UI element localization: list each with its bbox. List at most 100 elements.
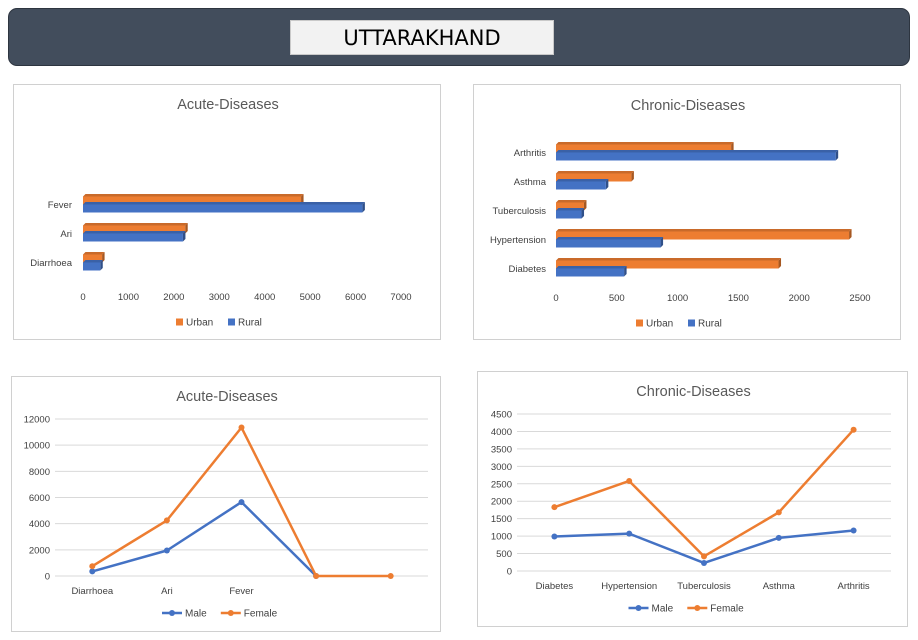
y-tick-label: 1500 — [491, 514, 512, 525]
y-tick-label: 3500 — [491, 444, 512, 455]
chronic-male-female-chart: Chronic-Diseases 0 500 1000 1500 2000 2500 3000… — [477, 371, 908, 627]
point-male — [551, 533, 558, 540]
y-tick-label: 2000 — [491, 497, 512, 508]
point-male — [775, 534, 782, 541]
legend-marker-female — [227, 610, 234, 616]
bar-rural-side — [362, 202, 365, 213]
y-tick-label: 6000 — [29, 493, 50, 504]
bar-urban-side — [731, 142, 734, 153]
y-tick-label: 4500 — [491, 410, 512, 421]
legend-label-male: Male — [185, 609, 207, 620]
point-male — [626, 530, 633, 537]
y-tick-label: 500 — [496, 549, 512, 560]
x-tick-label: 5000 — [300, 292, 321, 303]
point-female — [238, 424, 245, 431]
x-tick-label: 0 — [80, 292, 85, 303]
y-tick-label: 3000 — [491, 462, 512, 473]
x-tick-label: 6000 — [345, 292, 366, 303]
bar-rural-side — [660, 237, 664, 248]
legend-marker-male — [169, 610, 175, 616]
bar-rural-top — [556, 150, 839, 153]
legend-label-male: Male — [652, 604, 674, 615]
category-label: Asthma — [514, 177, 547, 188]
category-label: Ari — [60, 229, 72, 240]
y-tick-label: 2500 — [491, 479, 512, 490]
acute-urban-rural-chart: Acute-Diseases Diarrhoea Ari Fever 0 1000 2000… — [13, 84, 441, 340]
legend-swatch-urban — [176, 318, 183, 326]
acute-male-female-svg: Acute-Diseases 0 2000 4000 6000 8000 10000 1200… — [24, 389, 428, 620]
category-label: Tuberculosis — [677, 581, 731, 592]
page-title: UTTARAKHAND — [290, 20, 554, 55]
legend-label-urban: Urban — [646, 319, 673, 330]
bar-rural — [83, 262, 101, 271]
x-tick-label: 2500 — [849, 293, 870, 304]
bar-urban-side — [102, 252, 105, 263]
y-tick-label: 4000 — [491, 427, 512, 438]
category-label: Arthritis — [837, 581, 869, 592]
category-label: Hypertension — [601, 581, 657, 592]
chart-title: Chronic-Diseases — [631, 98, 745, 114]
point-female — [89, 563, 96, 570]
category-label: Tuberculosis — [492, 206, 546, 217]
bar-rural-top — [83, 231, 186, 234]
bar-rural — [83, 204, 363, 213]
bar-rural-top — [556, 179, 609, 182]
x-tick-label: 1000 — [118, 292, 139, 303]
bar-rural-top — [83, 260, 103, 263]
bar-rural — [556, 152, 836, 161]
bar-rural-side — [835, 150, 839, 161]
bar-urban — [556, 202, 584, 211]
bar-urban-top — [83, 223, 188, 226]
category-label: Fever — [48, 200, 72, 211]
x-tick-label: 4000 — [254, 292, 275, 303]
legend-swatch-rural — [688, 319, 695, 327]
legend-label-rural: Rural — [698, 319, 722, 330]
y-tick-label: 0 — [45, 572, 50, 583]
chronic-male-female-svg: Chronic-Diseases 0 500 1000 1500 2000 2500 3000… — [491, 384, 891, 615]
bar-urban-top — [556, 142, 734, 145]
bar-urban — [556, 173, 632, 182]
bar-urban-top — [556, 258, 782, 261]
point-male — [89, 568, 96, 575]
y-tick-label: 12000 — [24, 415, 50, 426]
category-label: Diabetes — [509, 264, 547, 275]
bar-urban-top — [556, 200, 587, 203]
legend-swatch-rural — [228, 318, 235, 326]
category-label: Diarrhoea — [71, 586, 113, 597]
bar-rural-side — [100, 260, 103, 271]
point-female — [313, 573, 320, 579]
bar-urban-top — [83, 252, 105, 255]
bar-rural-side — [624, 266, 627, 277]
bar-urban — [556, 231, 850, 240]
x-tick-label: 0 — [553, 293, 558, 304]
category-label: Hypertension — [490, 235, 546, 246]
x-tick-label: 1500 — [728, 293, 749, 304]
bar-rural — [556, 268, 625, 277]
bar-rural — [83, 233, 183, 242]
y-tick-label: 1000 — [491, 532, 512, 543]
chart-title: Acute-Diseases — [177, 97, 279, 113]
bar-urban — [556, 260, 779, 269]
bar-urban-side — [631, 171, 634, 182]
bar-rural — [556, 239, 661, 248]
chart-title: Acute-Diseases — [176, 389, 278, 405]
point-male — [238, 499, 245, 506]
y-tick-label: 0 — [507, 567, 512, 578]
bar-urban-side — [849, 229, 852, 240]
point-female — [387, 573, 394, 579]
acute-urban-rural-svg: Acute-Diseases Diarrhoea Ari Fever 0 1000 2000… — [30, 97, 411, 329]
bar-urban-side — [778, 258, 782, 269]
chart-title: Chronic-Diseases — [636, 384, 750, 400]
legend-marker-male — [635, 605, 642, 611]
category-label: Diabetes — [536, 581, 574, 592]
x-tick-label: 3000 — [209, 292, 230, 303]
point-female — [850, 426, 857, 433]
chronic-urban-rural-chart: Chronic-Diseases Diabetes Hypertension Tube… — [473, 84, 901, 340]
x-tick-label: 7000 — [390, 292, 411, 303]
legend-swatch-urban — [636, 319, 643, 327]
x-tick-label: 2000 — [163, 292, 184, 303]
point-female — [626, 477, 633, 484]
point-female — [163, 517, 170, 524]
bar-urban — [83, 254, 103, 263]
bar-rural-side — [581, 208, 585, 219]
